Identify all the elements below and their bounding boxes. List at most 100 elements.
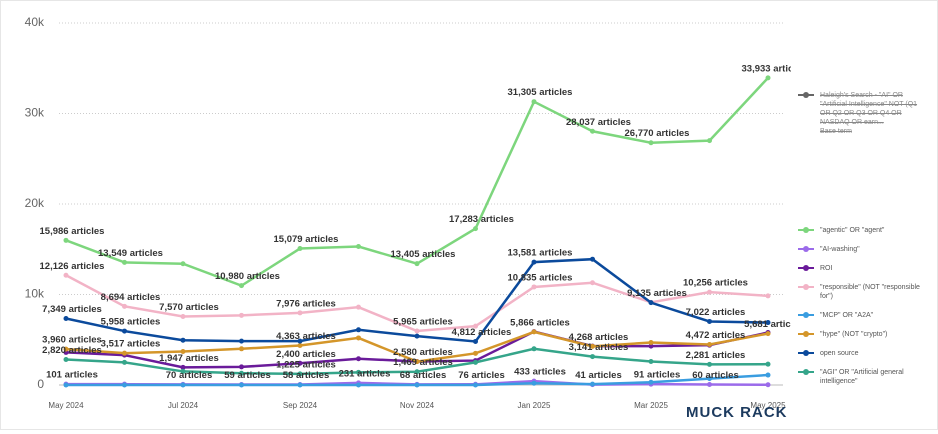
data-label: 58 articles xyxy=(283,370,329,381)
data-point xyxy=(765,361,771,367)
legend-label: open source xyxy=(820,350,859,357)
data-point xyxy=(648,300,654,306)
data-point xyxy=(473,350,478,356)
data-point xyxy=(531,329,537,335)
data-point xyxy=(414,333,420,339)
data-label: 13,405 articles xyxy=(391,249,456,260)
data-point xyxy=(180,313,186,319)
data-point xyxy=(707,376,712,382)
data-point xyxy=(473,226,478,232)
data-point xyxy=(473,338,478,344)
data-label: 5,958 articles xyxy=(101,317,161,328)
y-tick-label: 40k xyxy=(25,15,45,29)
data-point xyxy=(297,360,303,366)
x-tick-label: Mar 2025 xyxy=(634,401,668,410)
data-point xyxy=(122,303,127,309)
y-tick-label: 30k xyxy=(25,106,45,120)
data-label: 1,947 articles xyxy=(159,353,219,364)
data-point xyxy=(297,382,303,388)
legend-swatch xyxy=(798,331,814,337)
data-point xyxy=(180,382,186,388)
data-label: 10,256 articles xyxy=(683,278,748,289)
data-point xyxy=(297,338,303,344)
data-point xyxy=(765,293,771,299)
data-point xyxy=(531,346,537,352)
data-label: 13,549 articles xyxy=(98,248,163,259)
data-point xyxy=(356,304,361,310)
data-label: 15,986 articles xyxy=(40,226,105,237)
data-point xyxy=(122,382,127,388)
data-label: 33,933 articles xyxy=(742,63,791,74)
legend-swatch xyxy=(798,350,814,356)
legend-item[interactable]: Haleigh's Search - "AI" OR "Artificial I… xyxy=(798,91,928,136)
data-label: 231 articles xyxy=(339,368,391,379)
data-label: 2,820 articles xyxy=(42,345,102,356)
data-point xyxy=(180,261,186,267)
data-label: 68 articles xyxy=(400,370,446,381)
data-label: 17,283 articles xyxy=(449,214,514,225)
data-point xyxy=(648,343,654,349)
data-point xyxy=(297,343,303,349)
legend-item[interactable]: "MCP" OR "A2A" xyxy=(798,311,928,320)
data-point xyxy=(648,140,654,146)
data-label: 2,580 articles xyxy=(393,347,453,358)
data-label: 4,363 articles xyxy=(276,331,336,342)
data-label: 4,268 articles xyxy=(569,332,629,343)
data-point xyxy=(122,359,127,365)
data-point xyxy=(707,289,712,295)
data-point xyxy=(239,312,244,318)
data-label: 4,812 articles xyxy=(452,327,512,338)
data-label: 1,469 articles xyxy=(393,357,453,368)
legend-item[interactable]: ROI xyxy=(798,264,928,273)
data-point xyxy=(122,259,127,265)
data-label: 60 articles xyxy=(692,370,738,381)
data-point xyxy=(180,364,186,370)
data-point xyxy=(590,343,595,349)
data-point xyxy=(63,346,69,352)
data-label: 5,965 articles xyxy=(393,317,453,328)
x-tick-label: Sep 2024 xyxy=(283,401,318,410)
data-label: 10,835 articles xyxy=(508,272,573,283)
data-point xyxy=(707,361,712,367)
data-point xyxy=(180,368,186,374)
data-point xyxy=(122,328,127,334)
data-point xyxy=(590,381,595,387)
data-label: 3,960 articles xyxy=(42,335,102,346)
data-label: 8,694 articles xyxy=(101,292,161,303)
legend-item[interactable]: "agentic" OR "agent" xyxy=(798,226,928,235)
x-tick-label: May 2024 xyxy=(48,401,84,410)
data-point xyxy=(473,323,478,329)
chart: 0 10k 20k 30k 40k May 2024 Jul 2024 Sep 2024 Nov… xyxy=(25,15,807,410)
data-point xyxy=(707,318,712,324)
legend-label: "agentic" OR "agent" xyxy=(820,227,885,234)
legend-item[interactable]: open source xyxy=(798,349,928,358)
data-point xyxy=(356,382,361,388)
data-point xyxy=(531,380,537,386)
data-label: 9,135 articles xyxy=(627,288,687,299)
legend-item[interactable]: "responsible" (NOT "responsible for") xyxy=(798,283,928,301)
data-label: 59 articles xyxy=(224,370,270,381)
data-point xyxy=(531,284,537,290)
legend-swatch xyxy=(798,265,814,271)
legend-item[interactable]: "hype" (NOT "crypto") xyxy=(798,330,928,339)
legend-label: "hype" (NOT "crypto") xyxy=(820,331,888,338)
data-point xyxy=(473,359,478,365)
legend-swatch xyxy=(798,369,814,375)
legend-item[interactable]: "AGI" OR "Artificial general intelligenc… xyxy=(798,368,928,386)
data-label: 7,022 articles xyxy=(686,307,746,318)
data-label: 7,570 articles xyxy=(159,302,219,313)
legend-label: "AI-washing" xyxy=(820,246,860,253)
data-label: 26,770 articles xyxy=(625,128,690,139)
data-point xyxy=(122,350,127,356)
data-label: 101 articles xyxy=(46,370,98,381)
data-point xyxy=(63,356,69,362)
data-point xyxy=(473,382,478,388)
data-point xyxy=(414,261,420,267)
data-point xyxy=(356,244,361,250)
legend-swatch xyxy=(798,227,814,233)
legend-item[interactable]: "AI-washing" xyxy=(798,245,928,254)
data-point xyxy=(590,128,595,134)
legend-swatch xyxy=(798,92,814,98)
data-label: 7,349 articles xyxy=(42,304,102,315)
data-point xyxy=(590,354,595,360)
